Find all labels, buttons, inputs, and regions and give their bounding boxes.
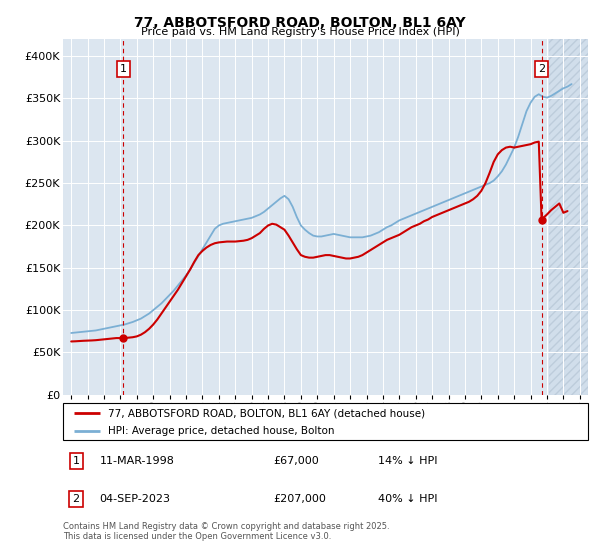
Text: 2: 2: [538, 64, 545, 74]
Text: 14% ↓ HPI: 14% ↓ HPI: [378, 456, 437, 466]
Text: 77, ABBOTSFORD ROAD, BOLTON, BL1 6AY (detached house): 77, ABBOTSFORD ROAD, BOLTON, BL1 6AY (de…: [107, 408, 425, 418]
Text: 1: 1: [120, 64, 127, 74]
Text: HPI: Average price, detached house, Bolton: HPI: Average price, detached house, Bolt…: [107, 426, 334, 436]
Text: 2: 2: [73, 494, 80, 504]
Text: 11-MAR-1998: 11-MAR-1998: [100, 456, 175, 466]
Text: 40% ↓ HPI: 40% ↓ HPI: [378, 494, 437, 504]
Bar: [548, 39, 588, 395]
Text: 1: 1: [73, 456, 80, 466]
Text: 04-SEP-2023: 04-SEP-2023: [100, 494, 171, 504]
Text: 77, ABBOTSFORD ROAD, BOLTON, BL1 6AY: 77, ABBOTSFORD ROAD, BOLTON, BL1 6AY: [134, 16, 466, 30]
Text: Contains HM Land Registry data © Crown copyright and database right 2025.
This d: Contains HM Land Registry data © Crown c…: [63, 522, 389, 542]
Text: £67,000: £67,000: [273, 456, 319, 466]
Text: £207,000: £207,000: [273, 494, 326, 504]
Bar: [548, 39, 588, 395]
Text: Price paid vs. HM Land Registry's House Price Index (HPI): Price paid vs. HM Land Registry's House …: [140, 27, 460, 37]
